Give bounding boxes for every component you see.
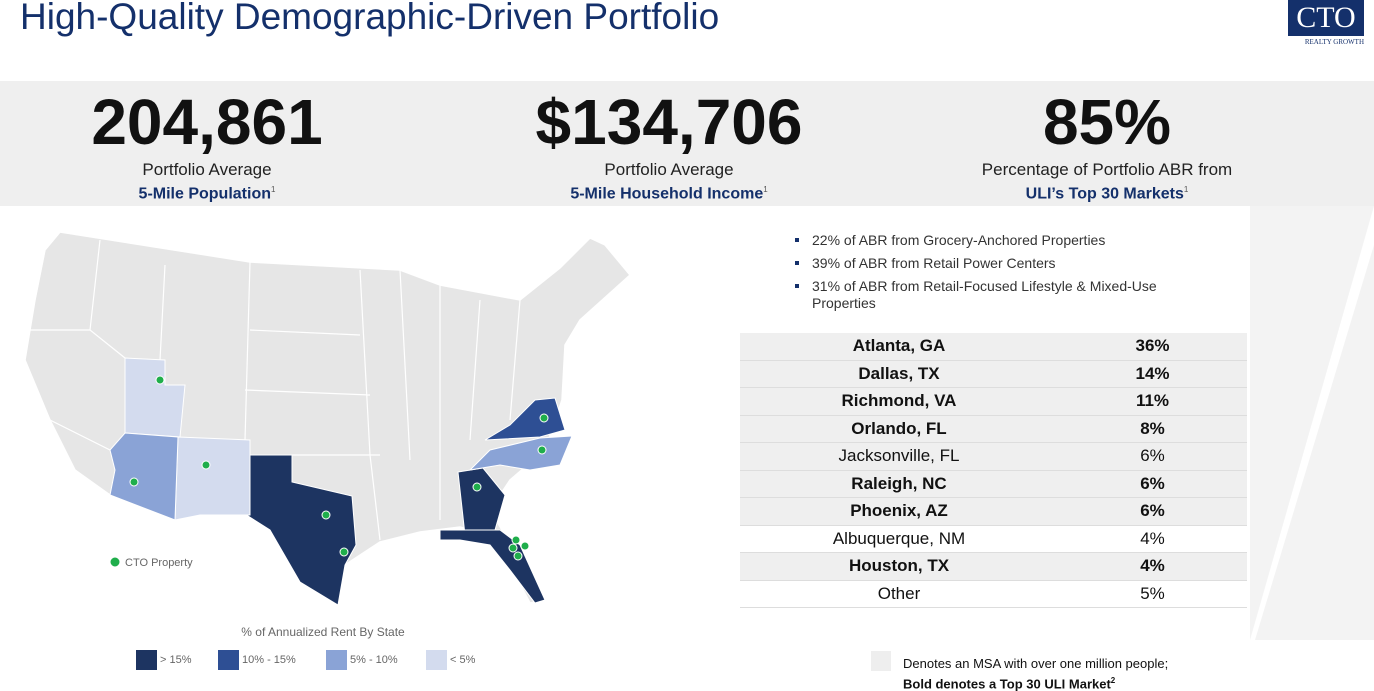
market: Orlando, FL bbox=[740, 415, 1058, 443]
logo-name: CTO bbox=[1288, 0, 1364, 36]
footnote-line: Denotes an MSA with over one million peo… bbox=[903, 656, 1169, 671]
legend-swatch bbox=[218, 650, 239, 670]
stat-metric-line: ULI’s Top 30 Markets1 bbox=[887, 180, 1327, 205]
share: 5% bbox=[1058, 580, 1247, 608]
table-row: Dallas, TX 14% bbox=[740, 360, 1247, 388]
stat-caption: Percentage of Portfolio ABR from bbox=[981, 160, 1233, 179]
legend-swatch bbox=[136, 650, 157, 670]
stat-note: 1 bbox=[271, 185, 276, 194]
stat-metric: 5-Mile Population bbox=[138, 185, 271, 203]
stat-metric: ULI’s Top 30 Markets bbox=[1025, 185, 1184, 203]
stat-note: 1 bbox=[1183, 185, 1189, 194]
stat-caption: Portfolio Average bbox=[142, 160, 272, 179]
market: Atlanta, GA bbox=[740, 333, 1058, 361]
market: Dallas, TX bbox=[740, 360, 1058, 388]
logo-tagline: REALTY GROWTH bbox=[1304, 38, 1364, 46]
legend-label: 10% - 15% bbox=[242, 653, 296, 666]
property-label: CTO Property bbox=[125, 557, 193, 569]
stat-metric-line: 5-Mile Population1 bbox=[0, 180, 427, 205]
diagonal-stripe bbox=[1250, 206, 1374, 640]
market: Richmond, VA bbox=[740, 387, 1058, 416]
market: Raleigh, NC bbox=[740, 470, 1058, 498]
legend-label: 5% - 10% bbox=[350, 653, 398, 666]
state-virginia bbox=[484, 397, 566, 441]
footnote-mark: 2 bbox=[1110, 676, 1116, 685]
share: 6% bbox=[1058, 497, 1247, 526]
footnote-line: Bold denotes a Top 30 ULI Market2 bbox=[903, 676, 1115, 691]
market: Phoenix, AZ bbox=[740, 497, 1058, 526]
legend-item: < 5% bbox=[426, 650, 475, 670]
footnote-text: Bold denotes a Top 30 ULI Market bbox=[903, 676, 1111, 691]
bullets: 22% of ABR from Grocery-Anchored Propert… bbox=[795, 232, 1182, 318]
shade-swatch bbox=[871, 651, 891, 671]
share: 11% bbox=[1058, 387, 1247, 416]
stat: 204,861 Portfolio Average 5-Mile Populatio… bbox=[0, 84, 427, 205]
table-row: Other 5% bbox=[740, 580, 1247, 608]
stat-value: 85% bbox=[1042, 86, 1172, 158]
table-row: Phoenix, AZ 6% bbox=[740, 497, 1247, 526]
market-table: Atlanta, GA 36% Dallas, TX 14% Richmond, VA 1… bbox=[740, 333, 1247, 608]
share: 8% bbox=[1058, 415, 1247, 443]
title: High-Quality Demographic-Driven Portfoli… bbox=[20, 0, 720, 37]
share: 4% bbox=[1058, 525, 1247, 553]
market: Jacksonville, FL bbox=[740, 442, 1058, 471]
table-row: Raleigh, NC 6% bbox=[740, 470, 1247, 498]
legend-label: > 15% bbox=[160, 653, 192, 666]
share: 4% bbox=[1058, 552, 1247, 581]
logo: CTO REALTY GROWTH bbox=[1288, 0, 1364, 46]
table-row: Jacksonville, FL 6% bbox=[740, 442, 1247, 471]
legend-item: 5% - 10% bbox=[326, 650, 398, 670]
share: 6% bbox=[1058, 442, 1247, 471]
state-north-carolina bbox=[468, 435, 573, 471]
state-borders bbox=[30, 239, 521, 541]
stat: $134,706 Portfolio Average 5-Mile Househol… bbox=[449, 84, 889, 205]
state-arizona bbox=[109, 432, 179, 521]
state-new-mexico bbox=[174, 436, 251, 521]
share: 6% bbox=[1058, 470, 1247, 498]
state-texas bbox=[199, 454, 357, 606]
bullet: 22% of ABR from Grocery-Anchored Propert… bbox=[795, 232, 1182, 249]
stat-note: 1 bbox=[763, 185, 768, 194]
state-florida bbox=[439, 529, 546, 604]
share: 14% bbox=[1058, 360, 1247, 388]
legend-swatch bbox=[326, 650, 347, 670]
table-row: Atlanta, GA 36% bbox=[740, 333, 1247, 361]
stats-band bbox=[0, 81, 1374, 206]
stat-caption: Portfolio Average bbox=[604, 160, 734, 179]
legend-title: % of Annualized Rent By State bbox=[241, 625, 405, 639]
table-row: Orlando, FL 8% bbox=[740, 415, 1247, 443]
legend-item: > 15% bbox=[136, 650, 192, 670]
table-row: Richmond, VA 11% bbox=[740, 387, 1247, 416]
legend-swatch bbox=[426, 650, 447, 670]
market: Houston, TX bbox=[740, 552, 1058, 581]
stat: 85% Percentage of Portfolio ABR from ULI’s… bbox=[887, 84, 1327, 205]
stat-value: $134,706 bbox=[535, 86, 803, 158]
bullet: 39% of ABR from Retail Power Centers bbox=[795, 255, 1182, 272]
property-dots bbox=[109, 375, 549, 568]
market: Albuquerque, NM bbox=[740, 525, 1058, 553]
table-row: Houston, TX 4% bbox=[740, 552, 1247, 581]
legend-label: < 5% bbox=[450, 653, 476, 666]
stat-value: 204,861 bbox=[91, 86, 323, 158]
us-map bbox=[24, 231, 632, 607]
stat-metric-line: 5-Mile Household Income1 bbox=[449, 180, 889, 205]
bullet: 31% of ABR from Retail-Focused Lifestyle… bbox=[795, 278, 1182, 312]
stat-metric: 5-Mile Household Income bbox=[570, 185, 764, 203]
legend-item: 10% - 15% bbox=[218, 650, 296, 670]
market: Other bbox=[740, 580, 1058, 608]
table-row: Albuquerque, NM 4% bbox=[740, 525, 1247, 553]
share: 36% bbox=[1058, 333, 1247, 361]
